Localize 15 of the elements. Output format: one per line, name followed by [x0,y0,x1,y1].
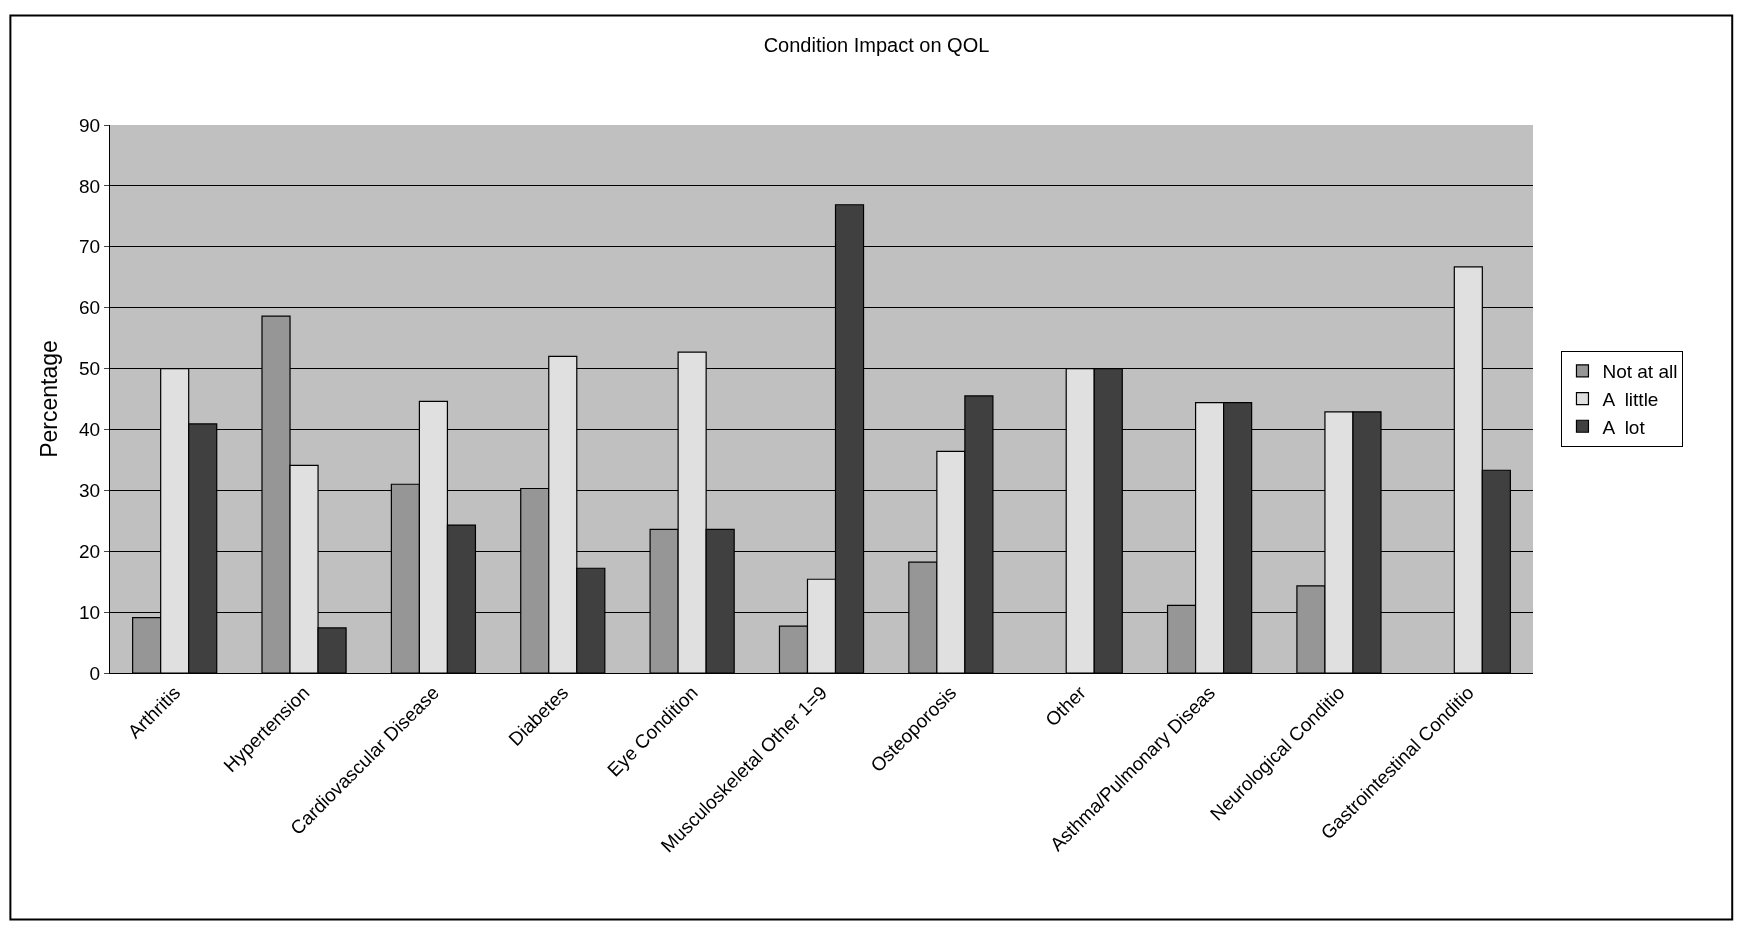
legend-label: Not at all [1602,361,1678,383]
y-tick-label: 0 [89,662,101,684]
y-tick-label: 30 [79,479,101,501]
y-tick-label: 90 [79,114,101,136]
y-tick-label: 20 [79,540,101,562]
chart-title: Condition Impact on QOL [763,33,990,56]
y-tick-label: 10 [79,601,101,623]
legend-label: A lot [1602,416,1646,438]
y-tick-label: 70 [79,236,101,258]
y-tick-label: 60 [79,297,101,319]
y-tick-label: 40 [79,419,101,441]
y-tick-label: 50 [79,358,101,380]
y-axis-title: Percentage [35,340,62,458]
legend-label: A little [1602,388,1659,410]
y-tick-label: 80 [79,175,101,197]
